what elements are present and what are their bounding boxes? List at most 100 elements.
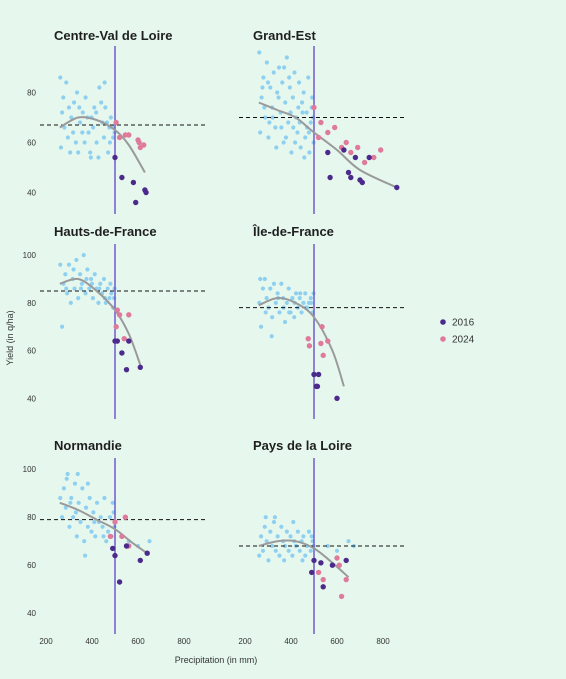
point-2024 <box>320 576 326 583</box>
point-other-year <box>101 135 107 140</box>
panel-title: Normandie <box>54 438 122 453</box>
point-other-year <box>271 281 277 286</box>
point-2016 <box>112 154 118 161</box>
point-other-year <box>77 105 82 110</box>
trend-curve <box>59 116 146 174</box>
point-other-year <box>97 286 102 291</box>
point-other-year <box>89 281 95 286</box>
point-other-year <box>270 315 275 320</box>
point-2024 <box>113 119 119 126</box>
trend-curve <box>59 501 148 555</box>
point-other-year <box>68 300 73 305</box>
point-2016 <box>325 149 331 156</box>
point-2024 <box>116 312 123 318</box>
point-other-year <box>91 510 96 515</box>
panel-0: Centre-Val de Loire 40 60 80 <box>27 28 207 214</box>
point-2016 <box>119 174 125 181</box>
point-other-year <box>262 276 267 282</box>
point-other-year <box>301 534 306 539</box>
point-other-year <box>301 90 306 95</box>
point-2016 <box>327 174 333 181</box>
point-other-year <box>266 135 271 140</box>
point-other-year <box>83 95 88 100</box>
point-2016 <box>345 169 352 176</box>
point-other-year <box>71 267 76 272</box>
point-other-year <box>268 529 273 534</box>
point-other-year <box>60 110 65 115</box>
point-other-year <box>268 85 273 90</box>
point-2016 <box>359 179 365 186</box>
point-2016 <box>318 560 324 566</box>
point-other-year <box>62 125 67 130</box>
point-other-year <box>291 519 296 525</box>
point-2016 <box>366 154 372 161</box>
point-other-year <box>64 80 69 85</box>
point-other-year <box>259 534 264 539</box>
point-2024 <box>119 533 125 540</box>
point-other-year <box>280 80 285 85</box>
point-2016 <box>116 579 123 585</box>
point-other-year <box>96 300 101 305</box>
point-other-year <box>275 534 280 539</box>
point-2024 <box>306 343 313 349</box>
point-other-year <box>65 291 70 296</box>
point-other-year <box>68 500 73 505</box>
point-other-year <box>284 529 289 534</box>
panel-2: Hauts-de-France 40 60 80 100 <box>23 224 207 419</box>
legend: 2016 2024 <box>440 318 475 346</box>
point-other-year <box>263 115 268 120</box>
point-other-year <box>69 495 74 501</box>
point-2024 <box>107 533 114 540</box>
point-2024 <box>116 134 123 141</box>
point-other-year <box>109 291 114 296</box>
point-other-year <box>301 300 306 305</box>
panel-4: Normandie 40 60 80 100 200 400 600 800 <box>23 438 207 646</box>
point-other-year <box>89 529 94 534</box>
point-other-year <box>325 543 330 549</box>
point-other-year <box>273 300 278 305</box>
point-2024 <box>114 307 121 313</box>
y-tick-label: 100 <box>23 251 37 260</box>
point-other-year <box>63 505 68 510</box>
point-other-year <box>66 105 72 110</box>
point-other-year <box>111 135 116 140</box>
point-other-year <box>82 140 87 145</box>
point-other-year <box>101 276 107 282</box>
point-other-year <box>286 286 291 291</box>
point-2024 <box>348 149 354 156</box>
x-tick-label: 600 <box>131 637 145 646</box>
x-tick-label: 600 <box>330 637 344 646</box>
point-other-year <box>82 539 87 544</box>
point-other-year <box>275 90 280 95</box>
point-other-year <box>65 471 70 477</box>
y-tick-label: 80 <box>27 513 36 522</box>
point-other-year <box>292 315 297 320</box>
point-other-year <box>271 519 277 525</box>
point-other-year <box>107 296 112 301</box>
point-other-year <box>74 534 79 539</box>
point-other-year <box>263 310 268 315</box>
point-2024 <box>315 134 322 141</box>
point-2016 <box>311 557 317 564</box>
point-2024 <box>338 593 345 600</box>
y-tick-label: 60 <box>27 561 36 570</box>
point-other-year <box>306 130 312 135</box>
point-other-year <box>58 75 63 80</box>
point-other-year <box>87 495 92 501</box>
point-other-year <box>296 105 301 110</box>
point-other-year <box>92 519 97 525</box>
y-tick-label: 40 <box>27 394 36 403</box>
point-other-year <box>94 140 99 145</box>
point-other-year <box>94 110 99 115</box>
point-other-year <box>259 324 264 329</box>
x-tick-label: 400 <box>284 637 298 646</box>
point-other-year <box>68 150 73 155</box>
point-2016 <box>315 371 322 378</box>
x-tick-label: 400 <box>85 637 99 646</box>
point-other-year <box>284 55 289 60</box>
point-2024 <box>343 139 349 146</box>
point-2016 <box>309 569 315 576</box>
point-other-year <box>104 539 109 544</box>
